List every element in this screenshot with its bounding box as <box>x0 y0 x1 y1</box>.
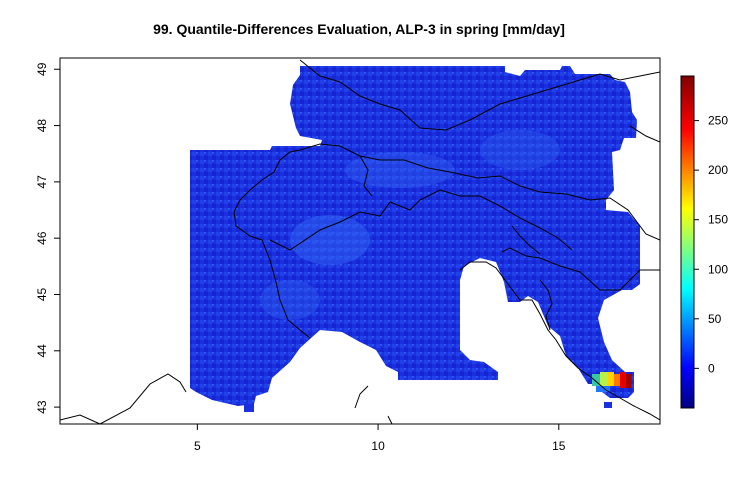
colorbar-tick-label: 0 <box>708 361 715 375</box>
colorbar-tick-label: 50 <box>708 312 722 326</box>
colorbar-tick-label: 150 <box>708 213 728 227</box>
x-tick-label: 5 <box>194 439 201 453</box>
precipitation-field <box>60 59 660 424</box>
y-tick-label: 47 <box>35 175 49 189</box>
colorbar <box>680 75 695 409</box>
x-tick-label: 15 <box>552 439 566 453</box>
map-frame <box>59 57 661 425</box>
y-tick-label: 46 <box>35 231 49 245</box>
y-axis: 43 44 45 46 47 48 49 <box>35 62 60 414</box>
coastlines-borders <box>60 59 660 424</box>
colorbar-tick-label: 250 <box>708 114 728 128</box>
y-tick-label: 48 <box>35 119 49 133</box>
map-title: 99. Quantile-Differences Evaluation, ALP… <box>153 21 565 37</box>
x-tick-label: 10 <box>371 439 385 453</box>
colorbar-tick-label: 100 <box>708 262 728 276</box>
y-tick-label: 49 <box>35 62 49 76</box>
y-tick-label: 45 <box>35 287 49 301</box>
alp3-domain-field <box>190 66 640 406</box>
hotspot-cells <box>244 372 631 412</box>
x-axis: 5 10 15 <box>194 424 566 453</box>
colorbar-axis: 0 50 100 150 200 250 <box>694 114 728 375</box>
colorbar-tick-label: 200 <box>708 163 728 177</box>
y-tick-label: 44 <box>35 344 49 358</box>
y-tick-label: 43 <box>35 400 49 414</box>
